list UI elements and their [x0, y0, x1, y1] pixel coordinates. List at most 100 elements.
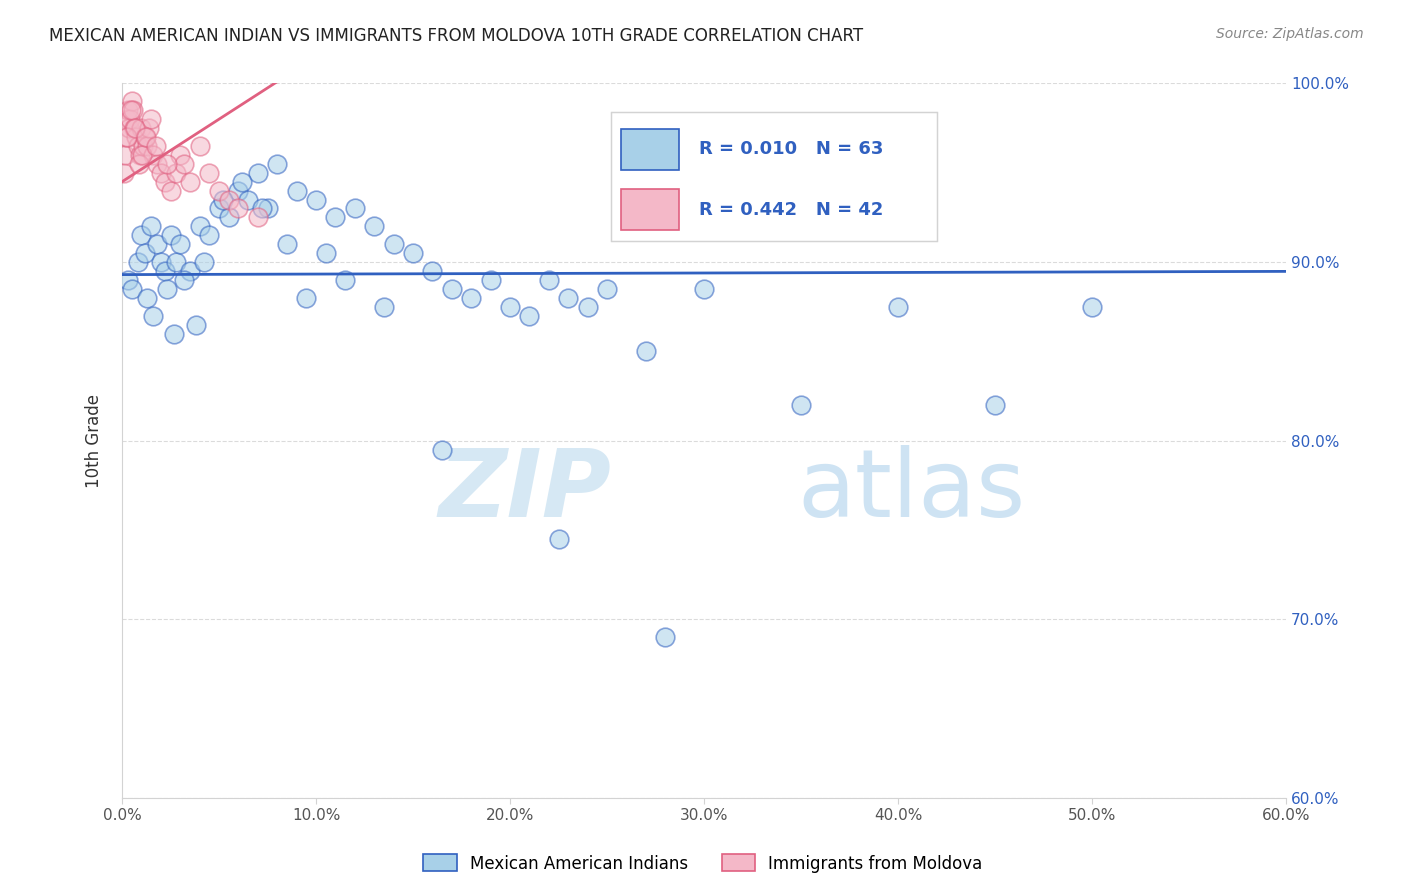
Point	[228, 184, 250, 198]
Point	[135, 130, 157, 145]
Point	[315, 246, 337, 260]
Point	[373, 300, 395, 314]
Point	[165, 255, 187, 269]
Point	[128, 157, 150, 171]
Point	[131, 148, 153, 162]
Point	[887, 300, 910, 314]
Point	[121, 103, 143, 118]
Point	[165, 166, 187, 180]
Point	[163, 326, 186, 341]
Point	[537, 273, 560, 287]
Text: atlas: atlas	[797, 445, 1025, 537]
Point	[218, 193, 240, 207]
Point	[136, 139, 159, 153]
Point	[149, 166, 172, 180]
Point	[132, 139, 155, 153]
Y-axis label: 10th Grade: 10th Grade	[86, 393, 103, 488]
Point	[115, 112, 138, 127]
Point	[118, 112, 141, 127]
Point	[547, 532, 569, 546]
Point	[499, 300, 522, 314]
Point	[159, 184, 181, 198]
Point	[121, 95, 143, 109]
Point	[325, 211, 347, 225]
Point	[188, 219, 211, 234]
Text: ZIP: ZIP	[439, 445, 610, 537]
Point	[141, 112, 163, 127]
Point	[169, 237, 191, 252]
Point	[422, 264, 444, 278]
Point	[136, 291, 159, 305]
Point	[654, 630, 676, 644]
Point	[112, 166, 135, 180]
Point	[363, 219, 385, 234]
Point	[188, 139, 211, 153]
Point	[142, 309, 165, 323]
Point	[134, 130, 156, 145]
Text: Source: ZipAtlas.com: Source: ZipAtlas.com	[1216, 27, 1364, 41]
Point	[212, 193, 235, 207]
Point	[576, 300, 599, 314]
Point	[519, 309, 541, 323]
Point	[790, 398, 813, 412]
Point	[333, 273, 356, 287]
Point	[122, 121, 145, 136]
Point	[295, 291, 318, 305]
Point	[285, 184, 308, 198]
Point	[156, 282, 179, 296]
Point	[121, 282, 143, 296]
Point	[117, 103, 139, 118]
Point	[153, 175, 176, 189]
Point	[193, 255, 215, 269]
Point	[156, 157, 179, 171]
Point	[266, 157, 288, 171]
Point	[246, 211, 269, 225]
Point	[131, 228, 153, 243]
Point	[256, 202, 278, 216]
Point	[179, 175, 201, 189]
Text: MEXICAN AMERICAN INDIAN VS IMMIGRANTS FROM MOLDOVA 10TH GRADE CORRELATION CHART: MEXICAN AMERICAN INDIAN VS IMMIGRANTS FR…	[49, 27, 863, 45]
Point	[145, 139, 167, 153]
Point	[184, 318, 207, 332]
Point	[142, 148, 165, 162]
Point	[208, 184, 231, 198]
Point	[146, 237, 169, 252]
Point	[127, 255, 149, 269]
Point	[115, 130, 138, 145]
Point	[634, 344, 657, 359]
Point	[173, 273, 195, 287]
Point	[231, 175, 253, 189]
Point	[557, 291, 579, 305]
Point	[128, 148, 150, 162]
Point	[198, 166, 221, 180]
Point	[460, 291, 482, 305]
Point	[402, 246, 425, 260]
Point	[159, 228, 181, 243]
Point	[430, 442, 453, 457]
Point	[1081, 300, 1104, 314]
Point	[127, 139, 149, 153]
Point	[693, 282, 716, 296]
Point	[179, 264, 201, 278]
Point	[343, 202, 366, 216]
Point	[984, 398, 1007, 412]
Point	[118, 121, 141, 136]
Point	[208, 202, 231, 216]
Point	[115, 130, 138, 145]
Point	[117, 273, 139, 287]
Point	[169, 148, 191, 162]
Point	[153, 264, 176, 278]
Point	[440, 282, 463, 296]
Point	[131, 121, 153, 136]
Point	[114, 148, 136, 162]
Point	[250, 202, 273, 216]
Point	[382, 237, 405, 252]
Point	[173, 157, 195, 171]
Point	[246, 166, 269, 180]
Legend: Mexican American Indians, Immigrants from Moldova: Mexican American Indians, Immigrants fro…	[416, 847, 990, 880]
Point	[276, 237, 298, 252]
Point	[124, 121, 146, 136]
Point	[236, 193, 259, 207]
Point	[138, 121, 160, 136]
Point	[120, 103, 142, 118]
